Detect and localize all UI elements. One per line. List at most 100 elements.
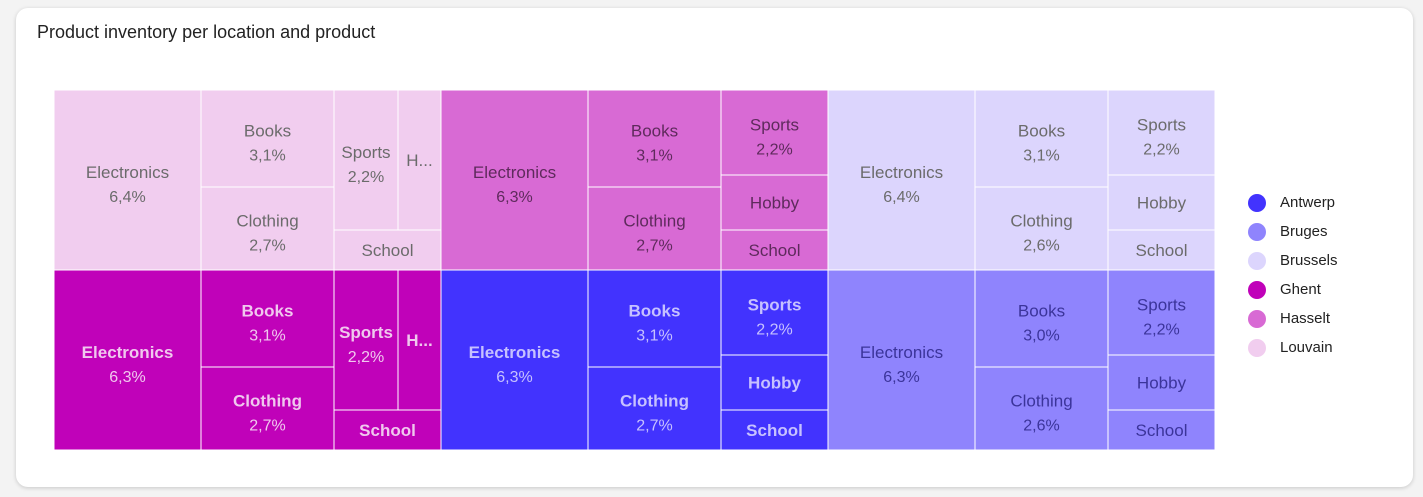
legend-swatch (1248, 338, 1266, 357)
legend-label: Brussels (1280, 252, 1338, 269)
legend-swatch (1248, 251, 1266, 270)
cell-label: Electronics (860, 343, 943, 362)
legend-item[interactable]: Ghent (1248, 275, 1338, 304)
cell-hasselt-school[interactable] (720, 229, 829, 271)
legend-item[interactable]: Louvain (1248, 333, 1338, 362)
legend-label: Hasselt (1280, 310, 1331, 327)
cell-bruges-clothing[interactable] (974, 366, 1109, 451)
cell-value: 2,7% (249, 418, 285, 435)
legend-label: Antwerp (1280, 194, 1336, 211)
cell-value: 3,1% (1023, 148, 1059, 165)
cell-label: Hobby (750, 194, 800, 213)
cell-louvain-school[interactable] (333, 229, 442, 271)
location-block-bruges: Electronics 6,3% Books 3,0% Clothing 2,6% Spor… (827, 269, 1216, 451)
legend-swatch (1248, 309, 1266, 328)
legend-item[interactable]: Bruges (1248, 217, 1338, 246)
cell-antwerp-hobby[interactable] (720, 354, 829, 411)
cell-ghent-school[interactable] (333, 409, 442, 451)
cell-value: 6,4% (109, 189, 145, 206)
cell-hasselt-books[interactable] (587, 89, 722, 188)
cell-label: H... (406, 331, 432, 350)
legend-label: Ghent (1280, 281, 1321, 298)
cell-antwerp-clothing[interactable] (587, 366, 722, 451)
chart-card: Product inventory per location and produ… (16, 8, 1413, 487)
cell-label: Sports (1137, 116, 1186, 135)
cell-antwerp-books[interactable] (587, 269, 722, 368)
legend-swatch (1248, 222, 1266, 241)
cell-value: 6,4% (883, 189, 919, 206)
cell-value: 3,1% (636, 148, 672, 165)
cell-label: Hobby (1137, 374, 1187, 393)
cell-label: Clothing (1010, 212, 1072, 231)
cell-brussels-hobby[interactable] (1107, 174, 1216, 231)
cell-value: 2,2% (756, 142, 792, 159)
cell-label: Books (629, 302, 681, 321)
cell-label: Clothing (236, 212, 298, 231)
cell-value: 2,6% (1023, 418, 1059, 435)
cell-label: Books (1018, 302, 1065, 321)
cell-label: School (746, 421, 803, 440)
cell-brussels-clothing[interactable] (974, 186, 1109, 271)
cell-hasselt-hobby[interactable] (720, 174, 829, 231)
cell-brussels-school[interactable] (1107, 229, 1216, 271)
cell-label: School (1136, 241, 1188, 260)
location-block-ghent: Electronics 6,3% Books 3,1% Clothing 2,7% Spor… (53, 269, 442, 451)
cell-value: 2,2% (348, 349, 384, 366)
location-block-brussels: Electronics 6,4% Books 3,1% Clothing 2,6% Spor… (827, 89, 1216, 271)
cell-label: Electronics (82, 343, 174, 362)
cell-brussels-electronics[interactable] (827, 89, 976, 271)
legend-item[interactable]: Antwerp (1248, 188, 1338, 217)
location-block-hasselt: Electronics 6,3% Books 3,1% Clothing 2,7% Spor… (440, 89, 829, 271)
cell-value: 3,1% (249, 148, 285, 165)
cell-value: 2,2% (1143, 142, 1179, 159)
treemap: Electronics 6,4% Books 3,1% Clothing 2,7% Spor… (53, 89, 1216, 451)
cell-bruges-hobby[interactable] (1107, 354, 1216, 411)
cell-label: Sports (339, 323, 393, 342)
cell-label: Sports (750, 116, 799, 135)
legend-item[interactable]: Hasselt (1248, 304, 1338, 333)
cell-label: School (362, 241, 414, 260)
cell-antwerp-electronics[interactable] (440, 269, 589, 451)
location-block-antwerp: Electronics 6,3% Books 3,1% Clothing 2,7% Spor… (440, 269, 829, 451)
cell-label: Clothing (1010, 392, 1072, 411)
cell-brussels-sports[interactable] (1107, 89, 1216, 176)
cell-brussels-books[interactable] (974, 89, 1109, 188)
cell-value: 2,6% (1023, 238, 1059, 255)
cell-value: 2,7% (636, 238, 672, 255)
cell-hasselt-electronics[interactable] (440, 89, 589, 271)
cell-value: 2,2% (1143, 322, 1179, 339)
cell-antwerp-sports[interactable] (720, 269, 829, 356)
cell-label: Books (244, 122, 291, 141)
cell-value: 6,3% (496, 369, 532, 386)
cell-value: 3,1% (636, 328, 672, 345)
cell-label: Clothing (233, 392, 302, 411)
cell-value: 6,3% (883, 369, 919, 386)
cell-value: 3,1% (249, 328, 285, 345)
cell-bruges-electronics[interactable] (827, 269, 976, 451)
cell-label: Electronics (86, 163, 169, 182)
location-block-louvain: Electronics 6,4% Books 3,1% Clothing 2,7% Spor… (53, 89, 442, 271)
cell-bruges-sports[interactable] (1107, 269, 1216, 356)
cell-antwerp-school[interactable] (720, 409, 829, 451)
cell-bruges-books[interactable] (974, 269, 1109, 368)
legend-label: Bruges (1280, 223, 1328, 240)
cell-value: 2,7% (636, 418, 672, 435)
legend-item[interactable]: Brussels (1248, 246, 1338, 275)
cell-hasselt-clothing[interactable] (587, 186, 722, 271)
cell-ghent-clothing[interactable] (200, 366, 335, 451)
cell-label: Clothing (623, 212, 685, 231)
cell-value: 6,3% (496, 189, 532, 206)
cell-ghent-sports[interactable] (333, 269, 399, 411)
cell-label: Electronics (469, 343, 561, 362)
cell-label: School (749, 241, 801, 260)
cell-label: Books (242, 302, 294, 321)
chart-title: Product inventory per location and produ… (37, 22, 376, 42)
legend-swatch (1248, 280, 1266, 299)
cell-ghent-electronics[interactable] (53, 269, 202, 451)
cell-label: Clothing (620, 392, 689, 411)
cell-louvain-hobby[interactable] (397, 89, 442, 231)
cell-bruges-school[interactable] (1107, 409, 1216, 451)
cell-label: School (1136, 421, 1188, 440)
cell-value: 2,2% (348, 169, 384, 186)
cell-label: Books (631, 122, 678, 141)
